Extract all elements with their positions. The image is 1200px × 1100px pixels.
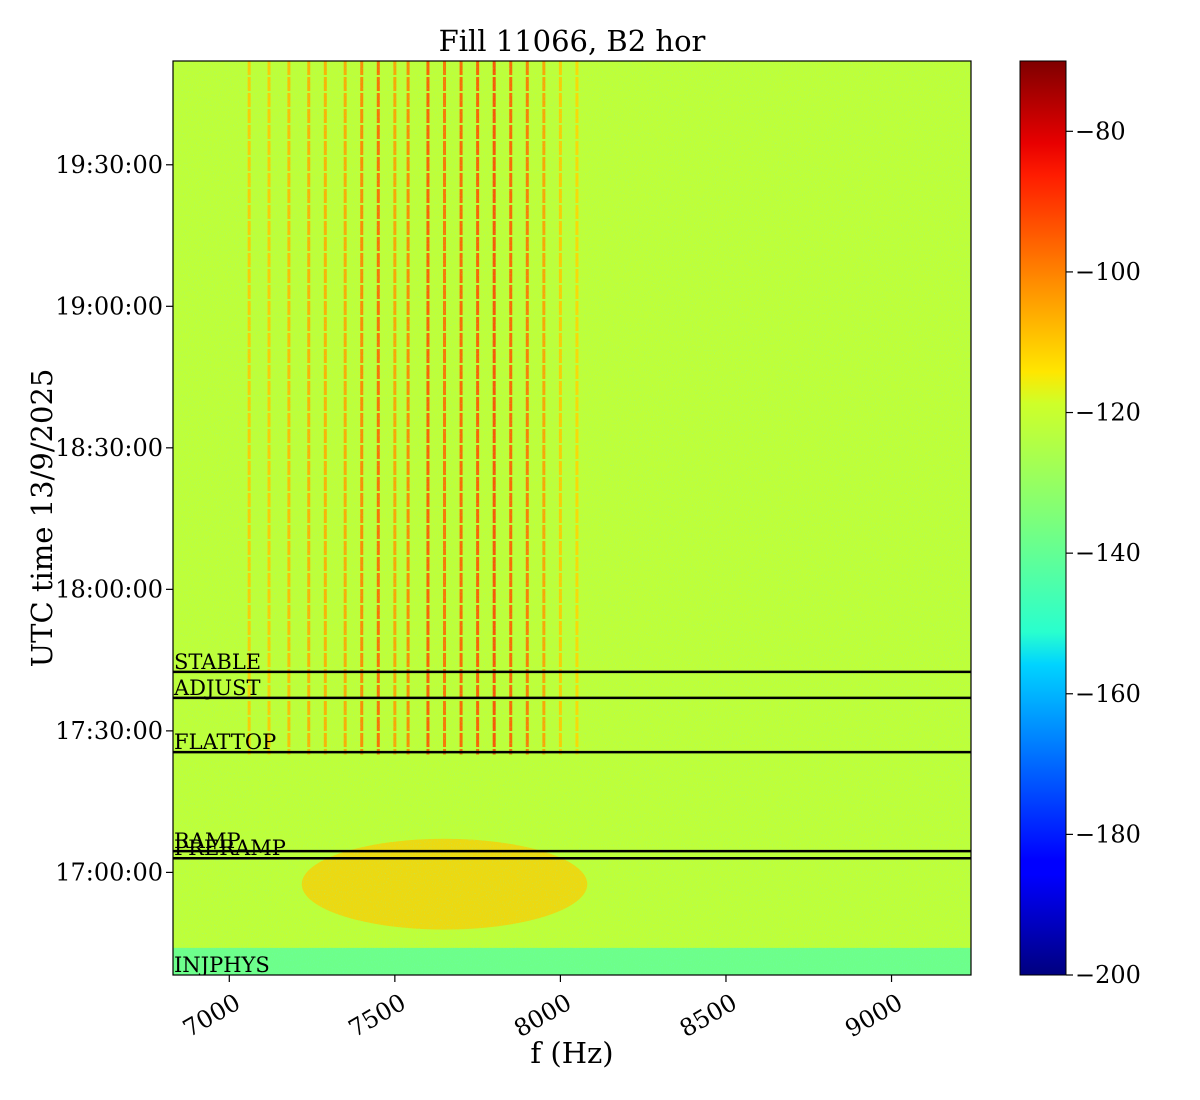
colorbar: [1019, 60, 1067, 976]
event-label-stable: STABLE: [174, 650, 261, 674]
colorbar-tick-label-0: −200: [1075, 961, 1141, 989]
x-tick-label-8500: 8500: [675, 988, 742, 1043]
x-tick-label-7500: 7500: [344, 988, 411, 1043]
x-tick-label-7000: 7000: [178, 988, 245, 1043]
x-tick-label-9000: 9000: [840, 988, 907, 1043]
x-axis-label: f (Hz): [530, 1036, 613, 1070]
event-label-ramp: RAMP: [174, 829, 241, 853]
event-label-flattop: FLATTOP: [174, 730, 276, 754]
y-tick-label-19:00:00: 19:00:00: [55, 292, 163, 320]
colorbar-tick-label-3: −140: [1075, 539, 1141, 567]
colorbar-tick-label-6: −80: [1075, 117, 1126, 145]
event-label-injphys: INJPHYS: [174, 953, 270, 977]
colorbar-tick-label-2: −160: [1075, 680, 1141, 708]
y-tick-label-17:00:00: 17:00:00: [55, 858, 163, 886]
colorbar-tick-label-5: −100: [1075, 258, 1141, 286]
y-tick-label-17:30:00: 17:30:00: [55, 717, 163, 745]
y-tick-label-18:00:00: 18:00:00: [55, 575, 163, 603]
chart-title: Fill 11066, B2 hor: [439, 24, 706, 58]
y-tick-label-19:30:00: 19:30:00: [55, 151, 163, 179]
event-label-adjust: ADJUST: [173, 676, 261, 700]
event-label-preramp: PRERAMP: [174, 836, 286, 860]
colorbar-tick-label-4: −120: [1075, 399, 1141, 427]
plot-frame: [172, 60, 972, 976]
y-tick-label-18:30:00: 18:30:00: [55, 434, 163, 462]
x-tick-label-8000: 8000: [509, 988, 576, 1043]
noise-texture: [173, 61, 971, 975]
y-axis-label: UTC time 13/9/2025: [25, 369, 59, 668]
colorbar-tick-label-1: −180: [1075, 820, 1141, 848]
